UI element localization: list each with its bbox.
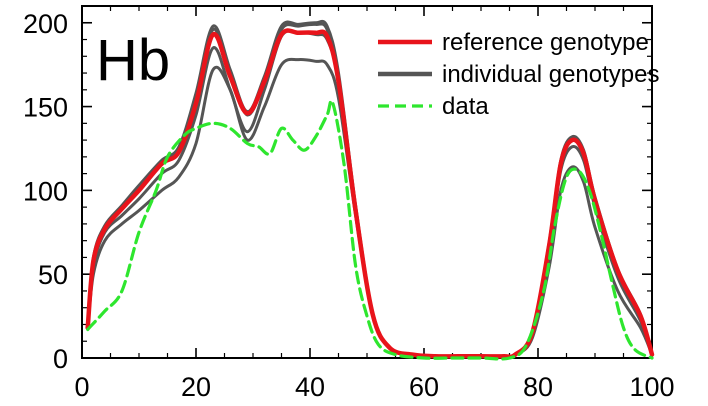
panel-label: Hb bbox=[96, 28, 170, 93]
y-tick-label: 150 bbox=[23, 93, 68, 123]
x-tick-label: 60 bbox=[409, 372, 439, 402]
x-tick-label: 20 bbox=[181, 372, 211, 402]
legend-label: individual genotypes bbox=[442, 61, 660, 88]
series-line-reference bbox=[85, 28, 655, 360]
legend-label: data bbox=[442, 93, 489, 120]
x-tick-label: 100 bbox=[629, 372, 674, 402]
legend-label: reference genotype bbox=[442, 29, 649, 56]
legend: reference genotype individual genotypes da… bbox=[378, 29, 660, 120]
x-tick-label: 0 bbox=[74, 372, 89, 402]
series-lines-group bbox=[85, 19, 655, 361]
x-tick-label: 80 bbox=[523, 372, 553, 402]
series-line-data bbox=[86, 99, 654, 361]
y-tick-label: 50 bbox=[38, 260, 68, 290]
y-tick-label: 200 bbox=[23, 9, 68, 39]
y-tick-label: 100 bbox=[23, 176, 68, 206]
axes-group: 0 20 40 60 80 100 0 50 100 150 200 bbox=[23, 5, 675, 402]
y-tick-label: 0 bbox=[53, 344, 68, 374]
x-tick-label: 40 bbox=[295, 372, 325, 402]
